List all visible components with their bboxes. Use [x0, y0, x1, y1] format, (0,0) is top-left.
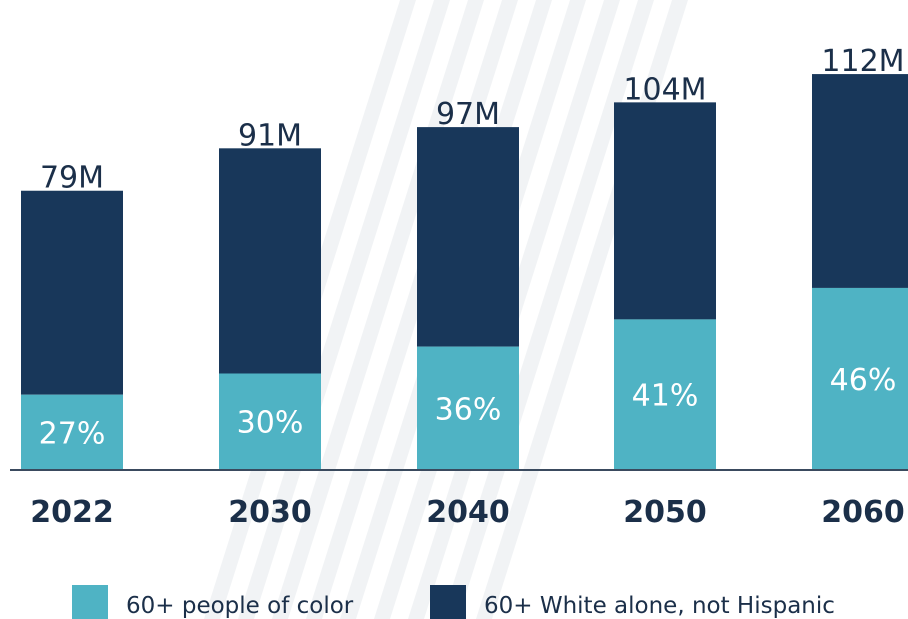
bars-group	[21, 74, 908, 470]
legend-label-people-of-color: 60+ people of color	[126, 593, 354, 619]
percent-label-2050: 41%	[632, 379, 699, 414]
legend-swatch-people-of-color	[72, 585, 108, 619]
x-tick-label-2030: 2030	[228, 495, 312, 530]
bar-people-of-color-2050	[614, 319, 716, 470]
labels-group: 79M 27% 2022 91M 30% 2030 97M 36% 2040 104M 41% 205…	[30, 44, 905, 530]
bar-white-alone-2022	[21, 190, 123, 395]
bar-white-alone-2050	[614, 102, 716, 320]
legend-label-white-alone: 60+ White alone, not Hispanic	[484, 593, 835, 619]
total-label-2022: 79M	[40, 161, 104, 196]
legend-swatch-white-alone	[430, 585, 466, 619]
bar-white-alone-2040	[417, 127, 519, 347]
percent-label-2030: 30%	[237, 406, 304, 441]
x-tick-label-2050: 2050	[623, 495, 707, 530]
total-label-2050: 104M	[623, 72, 706, 107]
total-label-2040: 97M	[436, 97, 500, 132]
bar-people-of-color-2060	[812, 287, 908, 470]
percent-label-2022: 27%	[39, 416, 106, 451]
bar-white-alone-2030	[219, 148, 321, 374]
x-tick-label-2060: 2060	[821, 495, 905, 530]
percent-label-2040: 36%	[435, 392, 502, 427]
bar-white-alone-2060	[812, 74, 908, 288]
total-label-2060: 112M	[821, 44, 904, 79]
percent-label-2060: 46%	[830, 363, 897, 398]
x-tick-label-2040: 2040	[426, 495, 510, 530]
total-label-2030: 91M	[238, 118, 302, 153]
bar-people-of-color-2030	[219, 373, 321, 470]
x-tick-label-2022: 2022	[30, 495, 114, 530]
bar-people-of-color-2040	[417, 346, 519, 470]
bar-people-of-color-2022	[21, 394, 123, 470]
legend: 60+ people of color 60+ White alone, not…	[72, 585, 835, 619]
